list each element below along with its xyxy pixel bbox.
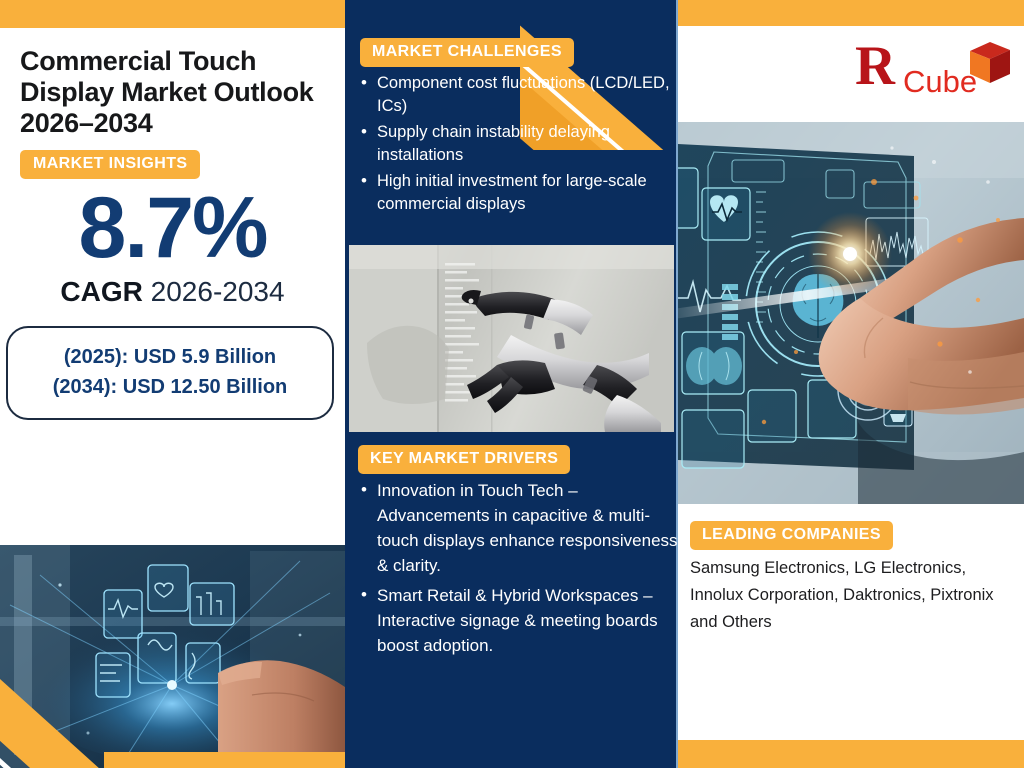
right-photo-graphic bbox=[678, 122, 1024, 504]
cagr-label: CAGR 2026-2034 bbox=[0, 276, 345, 308]
page-title: Commercial Touch Display Market Outlook … bbox=[20, 46, 314, 138]
leading-companies-badge: LEADING COMPANIES bbox=[690, 521, 893, 550]
leading-companies-text: Samsung Electronics, LG Electronics, Inn… bbox=[690, 559, 994, 632]
top-right-accent-bar bbox=[678, 0, 1024, 26]
market-value-2034: (2034): USD 12.50 Billion bbox=[52, 376, 288, 399]
key-market-drivers-list: Innovation in Touch Tech – Advancements … bbox=[355, 477, 682, 662]
list-item: Innovation in Touch Tech – Advancements … bbox=[361, 477, 682, 579]
market-insights-badge: MARKET INSIGHTS bbox=[20, 150, 201, 180]
left-panel-content: Commercial Touch Display Market Outlook … bbox=[0, 28, 345, 421]
list-item: High initial investment for large-scale … bbox=[361, 169, 677, 217]
market-value-2025: (2025): USD 5.9 Billion bbox=[63, 346, 277, 369]
logo-mirrored-r-icon: Я bbox=[855, 35, 896, 97]
brand-logo[interactable]: Я Cube bbox=[855, 35, 1010, 112]
cagr-label-range: 2026-2034 bbox=[150, 276, 285, 308]
logo-wordmark: Cube bbox=[903, 64, 978, 99]
bottom-left-photo-graphic bbox=[0, 545, 345, 768]
key-market-drivers-badge: KEY MARKET DRIVERS bbox=[358, 445, 571, 474]
bottom-right-accent-bar bbox=[678, 740, 1024, 768]
center-photo bbox=[349, 245, 674, 432]
market-challenges-list: Component cost fluctuations (LCD/LED, IC… bbox=[355, 71, 677, 219]
market-challenges-badge: MARKET CHALLENGES bbox=[360, 38, 574, 67]
list-item: Component cost fluctuations (LCD/LED, IC… bbox=[361, 71, 677, 119]
list-item: Smart Retail & Hybrid Workspaces – Inter… bbox=[361, 582, 682, 658]
top-left-accent-bar bbox=[0, 0, 345, 28]
bottom-left-accent-bar bbox=[104, 752, 345, 768]
bottom-left-photo bbox=[0, 545, 345, 768]
market-value-box: (2025): USD 5.9 Billion (2034): USD 12.5… bbox=[6, 326, 334, 421]
list-item: Supply chain instability delaying instal… bbox=[361, 120, 677, 168]
center-photo-graphic bbox=[349, 245, 674, 432]
right-photo bbox=[678, 122, 1024, 504]
cagr-label-strong: CAGR bbox=[60, 276, 143, 308]
cagr-value: 8.7% bbox=[78, 180, 268, 277]
cube-icon bbox=[970, 42, 1010, 83]
column-divider bbox=[676, 0, 678, 768]
